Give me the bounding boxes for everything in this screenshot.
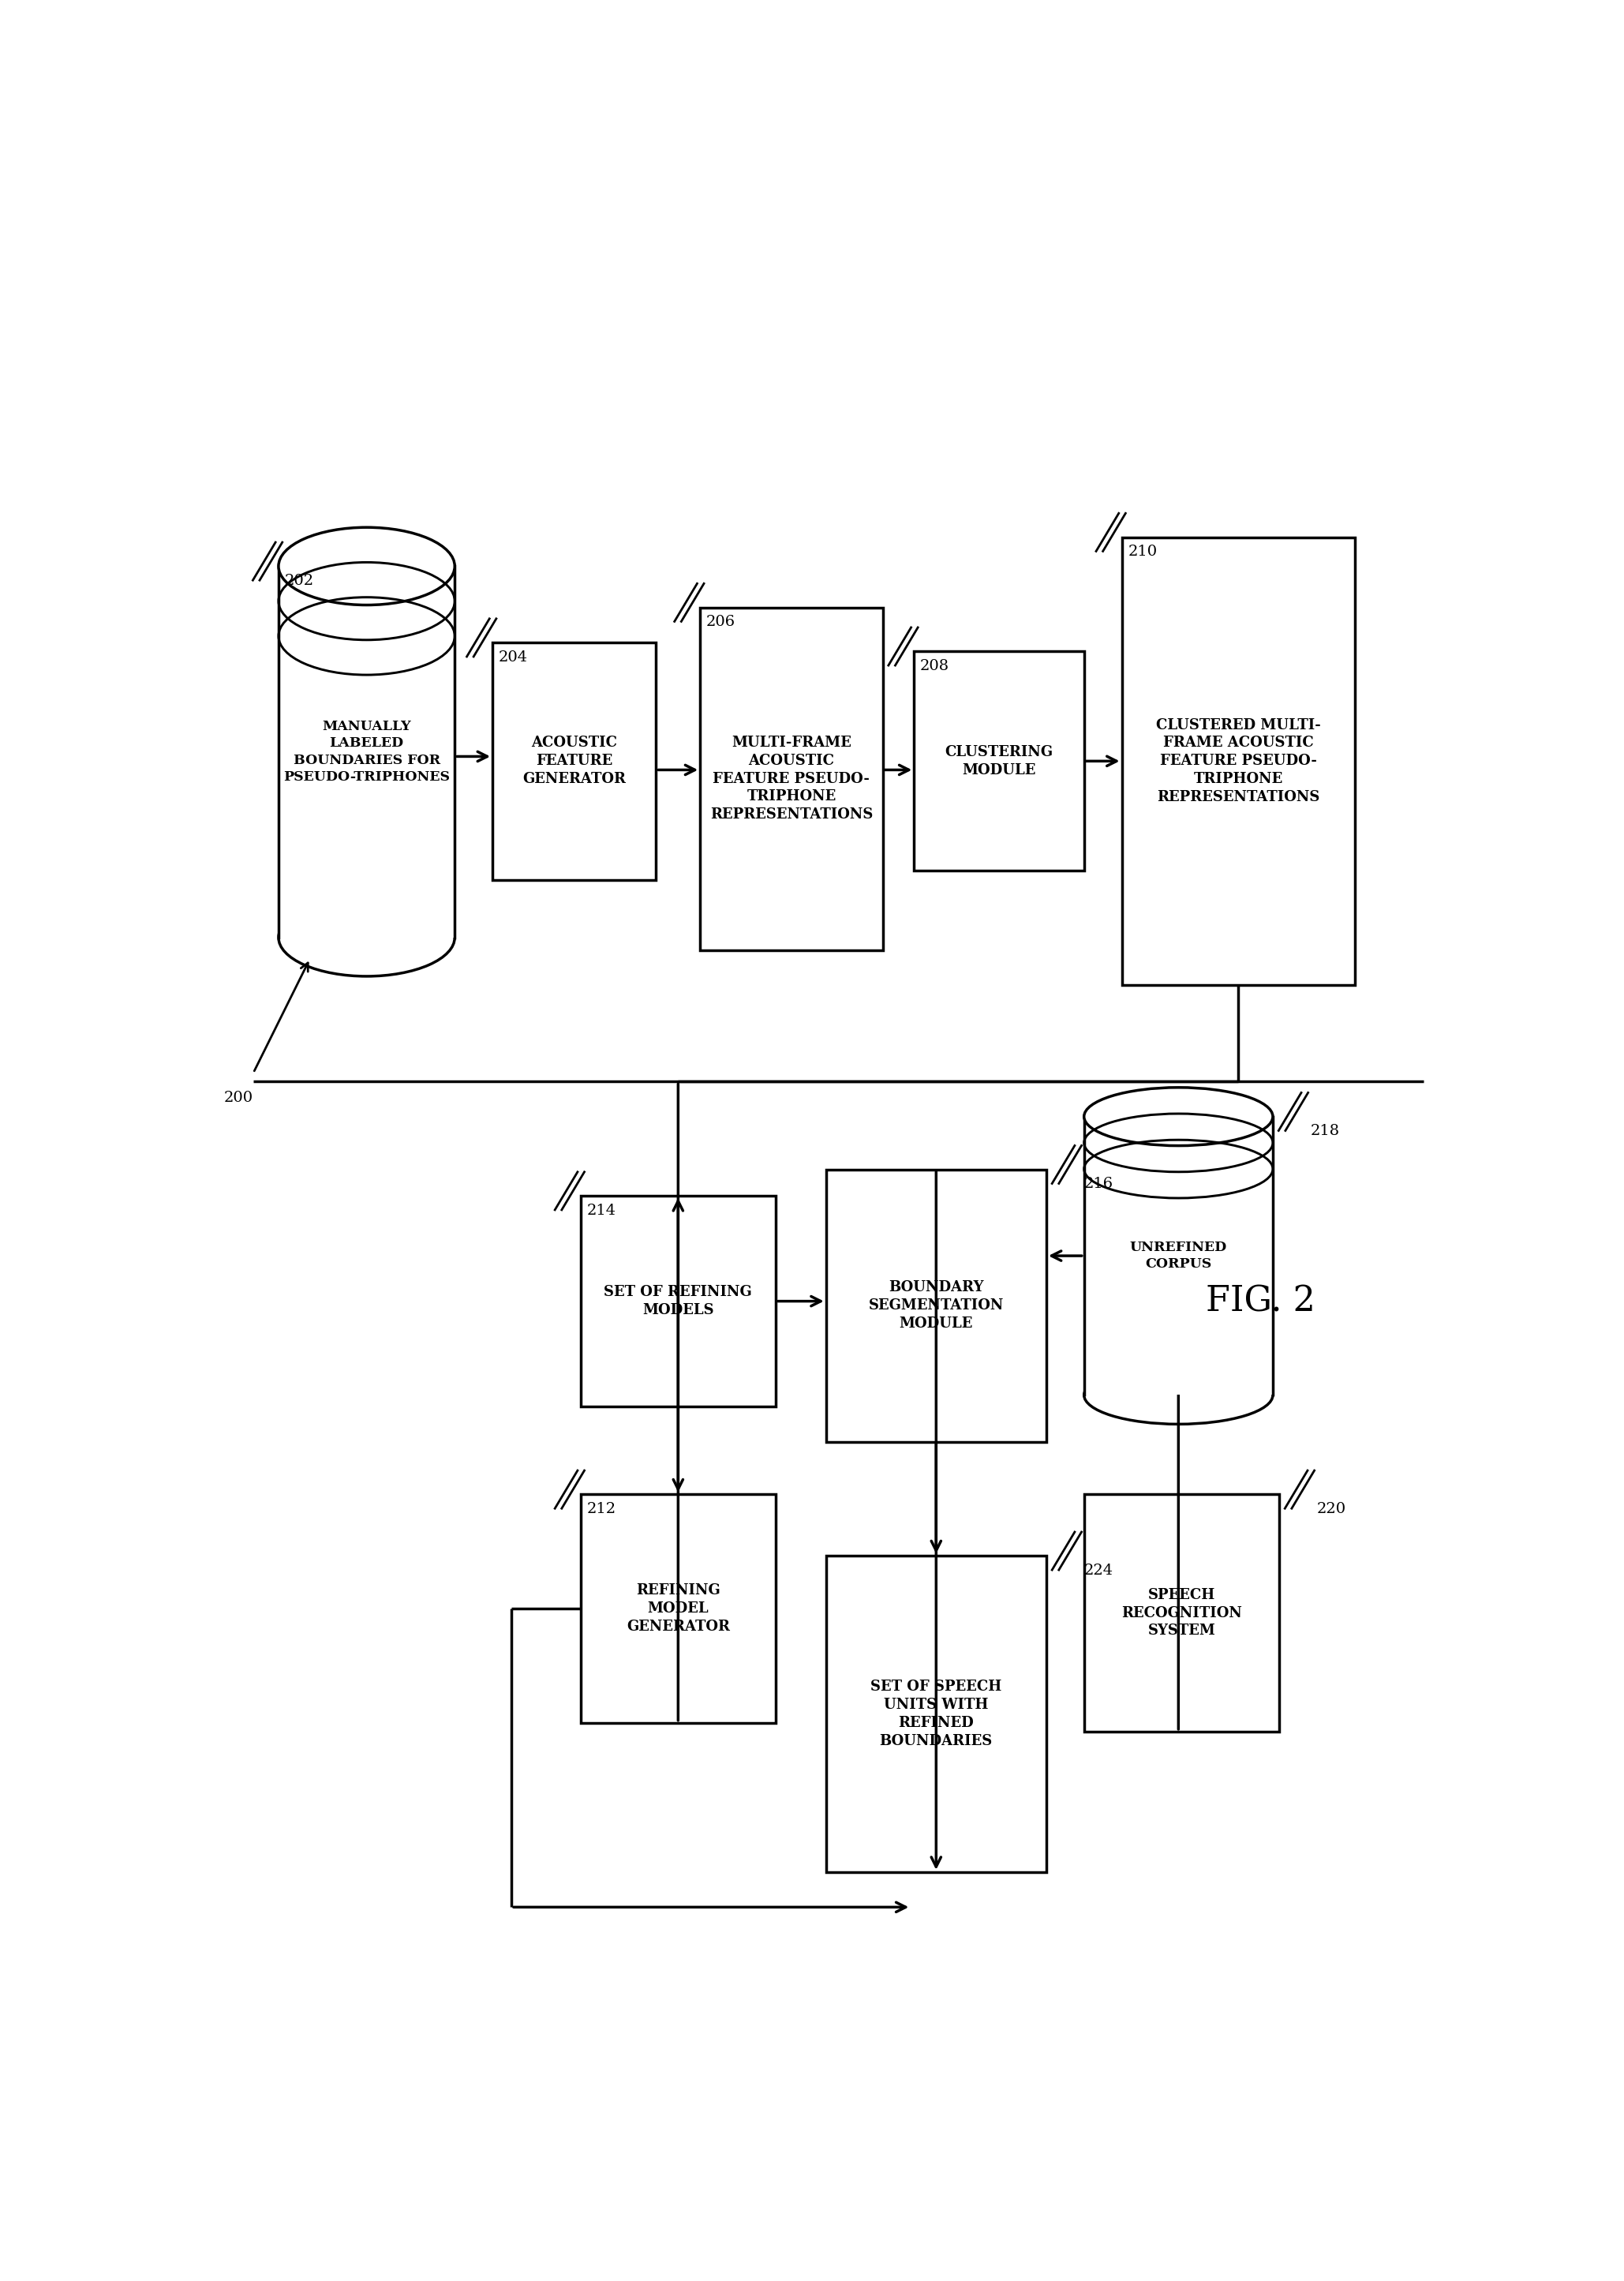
Text: SPEECH
RECOGNITION
SYSTEM: SPEECH RECOGNITION SYSTEM	[1121, 1588, 1242, 1638]
Text: CLUSTERED MULTI-
FRAME ACOUSTIC
FEATURE PSEUDO-
TRIPHONE
REPRESENTATIONS: CLUSTERED MULTI- FRAME ACOUSTIC FEATURE …	[1156, 719, 1320, 805]
Text: 220: 220	[1317, 1503, 1346, 1517]
Text: 212: 212	[586, 1503, 615, 1517]
Text: 200: 200	[224, 1090, 253, 1104]
Bar	[914, 652, 1083, 871]
Text: FIG. 2: FIG. 2	[1205, 1284, 1315, 1318]
Text: 214: 214	[586, 1204, 615, 1218]
Text: BOUNDARY
SEGMENTATION
MODULE: BOUNDARY SEGMENTATION MODULE	[869, 1280, 1004, 1330]
Ellipse shape	[279, 527, 455, 604]
Text: 210: 210	[1127, 545, 1158, 559]
Text: MULTI-FRAME
ACOUSTIC
FEATURE PSEUDO-
TRIPHONE
REPRESENTATIONS: MULTI-FRAME ACOUSTIC FEATURE PSEUDO- TRI…	[710, 734, 872, 821]
Bar	[581, 1494, 776, 1722]
Text: 216: 216	[1083, 1177, 1112, 1191]
Text: 202: 202	[284, 575, 313, 588]
Text: 208: 208	[921, 659, 950, 673]
Text: 224: 224	[1083, 1562, 1112, 1578]
Ellipse shape	[1083, 1366, 1273, 1423]
Text: SET OF SPEECH
UNITS WITH
REFINED
BOUNDARIES: SET OF SPEECH UNITS WITH REFINED BOUNDAR…	[870, 1679, 1002, 1747]
Bar	[1122, 538, 1354, 985]
Bar	[700, 607, 883, 949]
Text: MANUALLY
LABELED
BOUNDARIES FOR
PSEUDO-TRIPHONES: MANUALLY LABELED BOUNDARIES FOR PSEUDO-T…	[283, 719, 450, 785]
Bar	[492, 643, 656, 880]
Bar	[581, 1195, 776, 1407]
Ellipse shape	[1083, 1088, 1273, 1145]
Text: REFINING
MODEL
GENERATOR: REFINING MODEL GENERATOR	[627, 1583, 729, 1633]
Text: SET OF REFINING
MODELS: SET OF REFINING MODELS	[604, 1284, 752, 1318]
Text: ACOUSTIC
FEATURE
GENERATOR: ACOUSTIC FEATURE GENERATOR	[523, 737, 625, 787]
Bar	[827, 1556, 1046, 1873]
Polygon shape	[1083, 1118, 1273, 1396]
Ellipse shape	[279, 899, 455, 976]
Text: 206: 206	[706, 616, 736, 630]
Text: 218: 218	[1311, 1125, 1340, 1138]
Text: 204: 204	[499, 650, 528, 664]
Text: UNREFINED
CORPUS: UNREFINED CORPUS	[1130, 1241, 1228, 1271]
Text: CLUSTERING
MODULE: CLUSTERING MODULE	[945, 746, 1054, 778]
Bar	[827, 1170, 1046, 1442]
Polygon shape	[279, 566, 455, 937]
Bar	[1083, 1494, 1280, 1731]
